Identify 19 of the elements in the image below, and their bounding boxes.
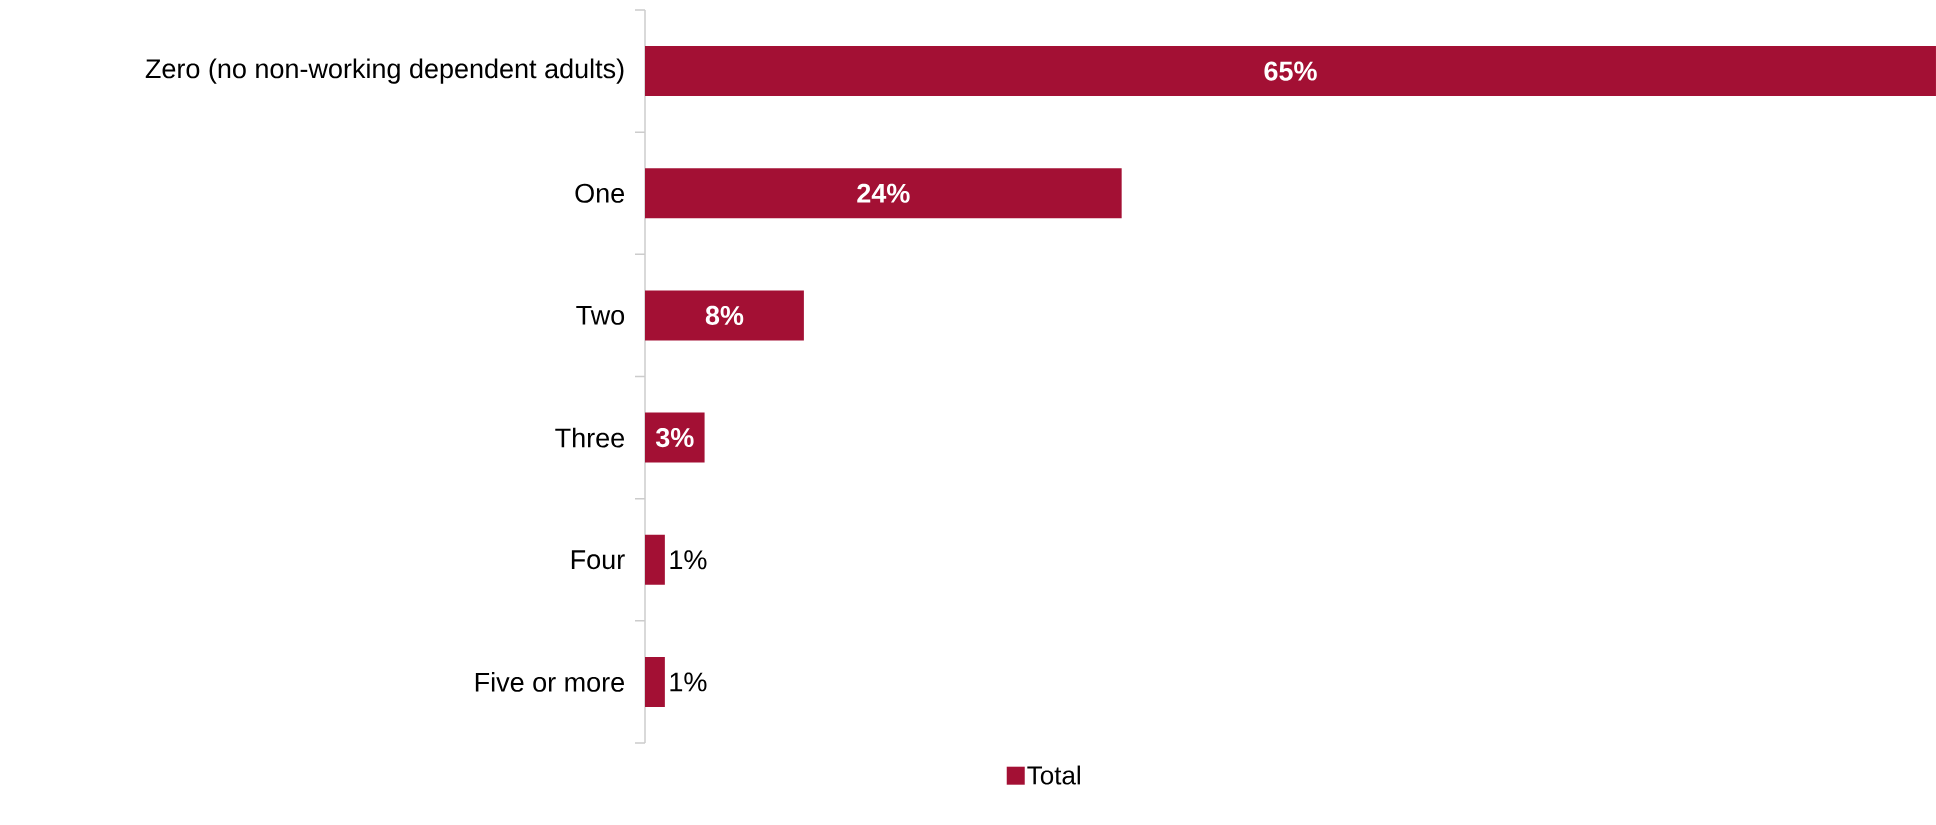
y-tick-label: Four	[571, 550, 625, 570]
bar	[645, 534, 665, 585]
data-label: 1%	[670, 550, 707, 570]
y-tick-label: Zero (no non-working dependent adults)	[145, 58, 624, 84]
bar	[645, 290, 804, 341]
legend-label: Total	[1027, 765, 1080, 785]
bar	[645, 656, 665, 707]
bar	[645, 168, 1122, 219]
data-label: 1%	[670, 672, 707, 692]
data-label: 8%	[705, 305, 744, 325]
y-tick-label: Three	[555, 427, 624, 448]
y-tick-label: One	[575, 183, 624, 203]
data-label: 3%	[655, 428, 694, 448]
data-label: 24%	[857, 183, 910, 203]
y-tick-label: Five or more	[475, 672, 624, 692]
bar	[645, 412, 705, 463]
bar	[645, 46, 1936, 97]
data-label: 65%	[1264, 61, 1317, 81]
y-tick-label: Two	[576, 305, 625, 325]
